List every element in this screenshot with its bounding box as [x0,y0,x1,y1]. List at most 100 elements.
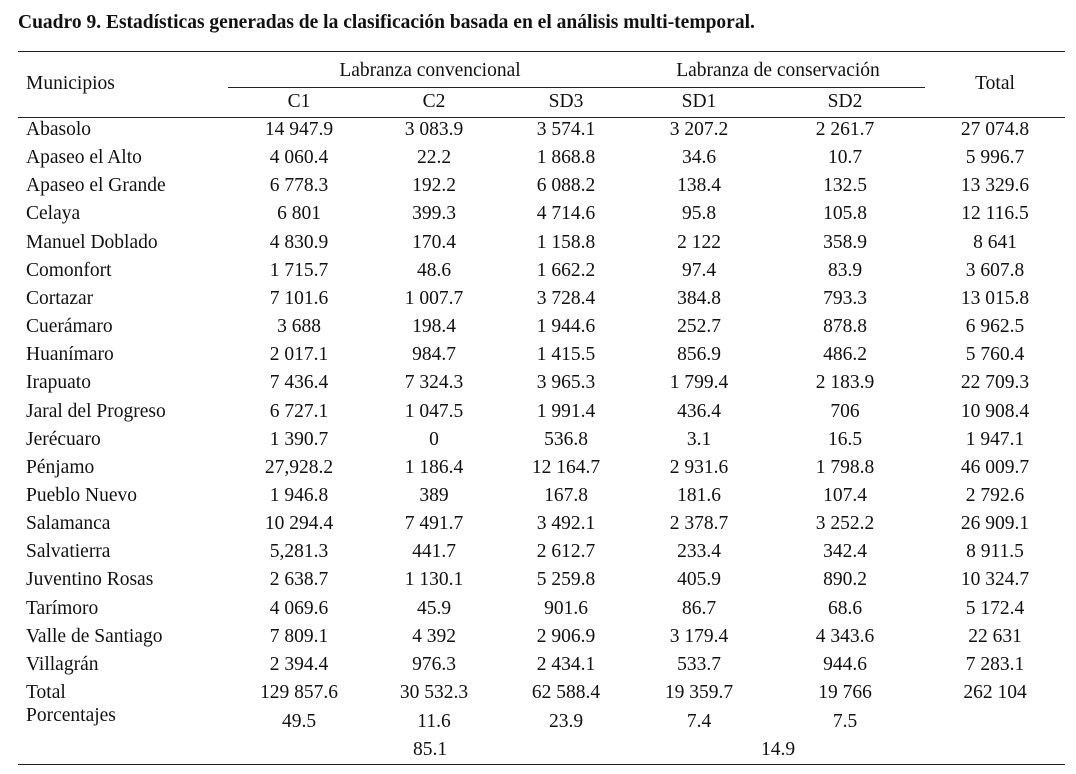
cell-total: 8 641 [973,232,1017,253]
cell-c1: 10 294.4 [264,513,334,534]
cell-sd2: 878.8 [823,316,867,337]
cell-total: 5 760.4 [965,344,1025,365]
cell-c1: 4 830.9 [269,232,329,253]
cell-c2: 170.4 [412,232,456,253]
cell-sd1: 86.7 [681,598,717,619]
row-name: Salamanca [26,513,111,534]
percent-label: Porcentajes [26,705,116,726]
cell-sd1: 97.4 [681,260,717,281]
row-name: Comonfort [26,260,112,281]
header-group-cons: Labranza de conservación [676,60,880,81]
cell-c2: 1 007.7 [404,288,464,309]
cell-c1: 6 778.3 [269,175,329,196]
cell-total: 10 908.4 [960,401,1030,422]
cell-c1: 2 017.1 [269,344,329,365]
cell-c2: 441.7 [412,541,456,562]
cell-sd2: 107.4 [823,485,867,506]
cell-total: 5 172.4 [965,598,1025,619]
cell-c1: 1 715.7 [269,260,329,281]
row-name: Pénjamo [26,457,95,478]
cell-sd2: 944.6 [823,654,867,675]
cell-sd1: 95.8 [681,203,717,224]
cell-total: 26 909.1 [960,513,1030,534]
row-name: Apaseo el Grande [26,175,166,196]
cell-sd2: 3 252.2 [815,513,875,534]
cell-sd1: 436.4 [677,401,721,422]
cell-sd1: 181.6 [677,485,721,506]
cell-sd2: 105.8 [823,203,867,224]
cell-sd2: 10.7 [827,147,863,168]
header-col-c1: C1 [287,91,311,112]
header-col-sd3: SD3 [548,91,584,112]
cell-c2: 7 491.7 [404,513,464,534]
row-name: Juventino Rosas [26,569,154,590]
header-total: Total [975,73,1015,94]
cell-sd3: 2 612.7 [536,541,596,562]
percent-sd3: 23.9 [548,711,584,732]
cell-c2: 198.4 [412,316,456,337]
cell-total: 1 947.1 [965,429,1025,450]
cell-sd3: 901.6 [544,598,588,619]
cell-c1: 27,928.2 [264,457,334,478]
cell-total: 27 074.8 [960,119,1030,140]
row-name: Valle de Santiago [26,626,163,647]
cell-sd2: 706 [830,401,860,422]
cell-sd3: 1 868.8 [536,147,596,168]
cell-sd3: 1 158.8 [536,232,596,253]
cell-sd2: 68.6 [827,598,863,619]
cell-c1: 6 801 [277,203,321,224]
cell-c2: 30 532.3 [399,682,469,703]
cell-sd3: 1 415.5 [536,344,596,365]
header-col-sd2: SD2 [827,91,863,112]
cell-total: 10 324.7 [960,569,1030,590]
cell-c1: 14 947.9 [264,119,334,140]
cell-c2: 48.6 [416,260,452,281]
cell-sd3: 4 714.6 [536,203,596,224]
cell-total: 46 009.7 [960,457,1030,478]
cell-sd3: 2 434.1 [536,654,596,675]
row-name: Tarímoro [26,598,99,619]
cell-sd2: 19 766 [818,682,872,703]
cell-c1: 6 727.1 [269,401,329,422]
cell-c1: 5,281.3 [269,541,329,562]
header-col-sd1: SD1 [681,91,717,112]
cell-sd1: 856.9 [677,344,721,365]
top-rule [18,51,1065,52]
cell-c1: 4 060.4 [269,147,329,168]
cell-sd3: 3 728.4 [536,288,596,309]
row-name: Manuel Doblado [26,232,158,253]
cell-total: 262 104 [963,682,1027,703]
cell-c2: 976.3 [412,654,456,675]
cell-sd2: 358.9 [823,232,867,253]
cell-sd1: 1 799.4 [669,372,729,393]
cell-sd2: 2 261.7 [815,119,875,140]
cell-sd3: 3 574.1 [536,119,596,140]
cell-sd3: 1 944.6 [536,316,596,337]
cell-c2: 3 083.9 [404,119,464,140]
cell-c1: 1 946.8 [269,485,329,506]
row-name: Huanímaro [26,344,114,365]
cell-c2: 4 392 [412,626,456,647]
cell-sd1: 2 378.7 [669,513,729,534]
cell-sd3: 62 588.4 [531,682,601,703]
header-rule [18,117,1065,118]
row-name: Cuerámaro [26,316,113,337]
cell-sd2: 16.5 [827,429,863,450]
cell-c1: 7 809.1 [269,626,329,647]
cell-sd2: 486.2 [823,344,867,365]
cell-sd2: 1 798.8 [815,457,875,478]
cell-c2: 22.2 [416,147,452,168]
cell-sd3: 2 906.9 [536,626,596,647]
row-name: Celaya [26,203,81,224]
header-group-conv: Labranza convencional [339,60,521,81]
percent-c1: 49.5 [281,711,317,732]
cell-sd3: 5 259.8 [536,569,596,590]
cell-sd2: 890.2 [823,569,867,590]
cell-sd1: 3 179.4 [669,626,729,647]
cell-total: 22 631 [968,626,1022,647]
percent-sd1: 7.4 [686,711,712,732]
cell-c2: 0 [429,429,439,450]
cell-sd1: 138.4 [677,175,721,196]
cell-sd1: 405.9 [677,569,721,590]
cell-sd2: 4 343.6 [815,626,875,647]
